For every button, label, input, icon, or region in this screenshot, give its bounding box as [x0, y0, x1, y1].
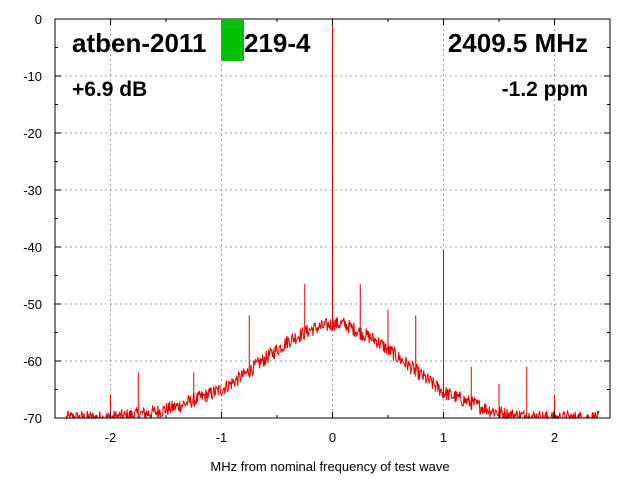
x-tick-label: -2 [105, 430, 117, 445]
y-tick-label: -50 [23, 297, 42, 312]
y-tick-label: -40 [23, 240, 42, 255]
x-axis-label: MHz from nominal frequency of test wave [210, 459, 449, 474]
ppm-label: -1.2 ppm [502, 78, 588, 101]
y-tick-label: -10 [23, 69, 42, 84]
frequency-label: 2409.5 MHz [448, 28, 588, 58]
x-tick-label: -1 [216, 430, 228, 445]
data-layer [65, 19, 600, 420]
noise-floor-trace [65, 317, 600, 420]
y-tick-label: -60 [23, 354, 42, 369]
x-tick-label: 1 [440, 430, 447, 445]
y-tick-label: 0 [35, 12, 42, 27]
ticks: 0-10-20-30-40-50-60-70-2 -1 0 1 2 [23, 12, 611, 445]
y-tick-label: -70 [23, 411, 42, 426]
chart-title-suffix: 219-4 [244, 28, 311, 58]
chart-title: atben-2011 [72, 28, 206, 58]
x-tick-label: 0 [329, 430, 336, 445]
gain-label: +6.9 dB [72, 78, 147, 101]
green-marker [221, 19, 244, 61]
y-tick-label: -30 [23, 183, 42, 198]
y-tick-label: -20 [23, 126, 42, 141]
x-tick-label: 2 [551, 430, 558, 445]
